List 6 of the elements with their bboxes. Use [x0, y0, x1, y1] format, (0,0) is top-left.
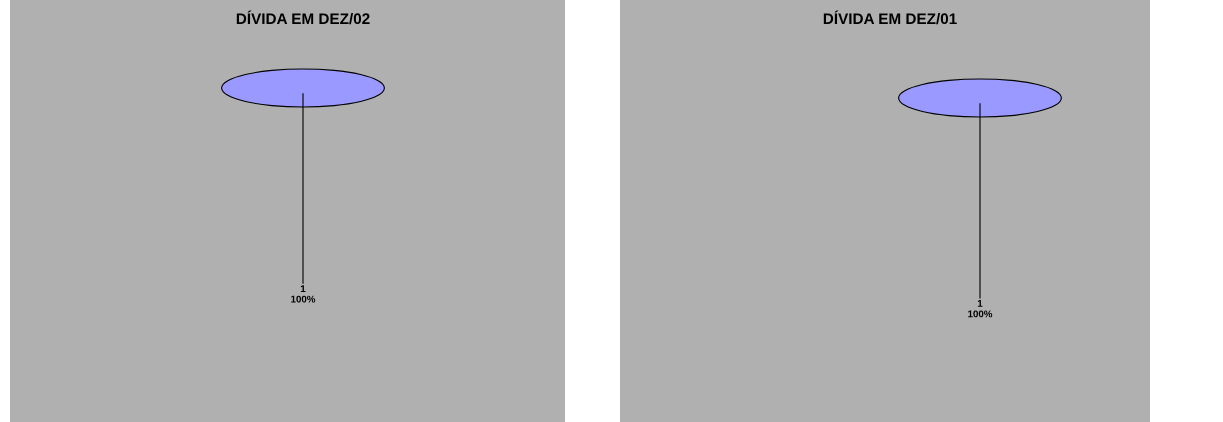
- data-label: 100%: [968, 310, 993, 318]
- slice-label: 1: [977, 300, 983, 307]
- chart-title: DÍVIDA EM DEZ/01: [823, 10, 957, 25]
- data-label: 100%: [291, 295, 316, 303]
- chart-title: DÍVIDA EM DEZ/02: [236, 10, 370, 25]
- slice-label: 1: [300, 285, 306, 292]
